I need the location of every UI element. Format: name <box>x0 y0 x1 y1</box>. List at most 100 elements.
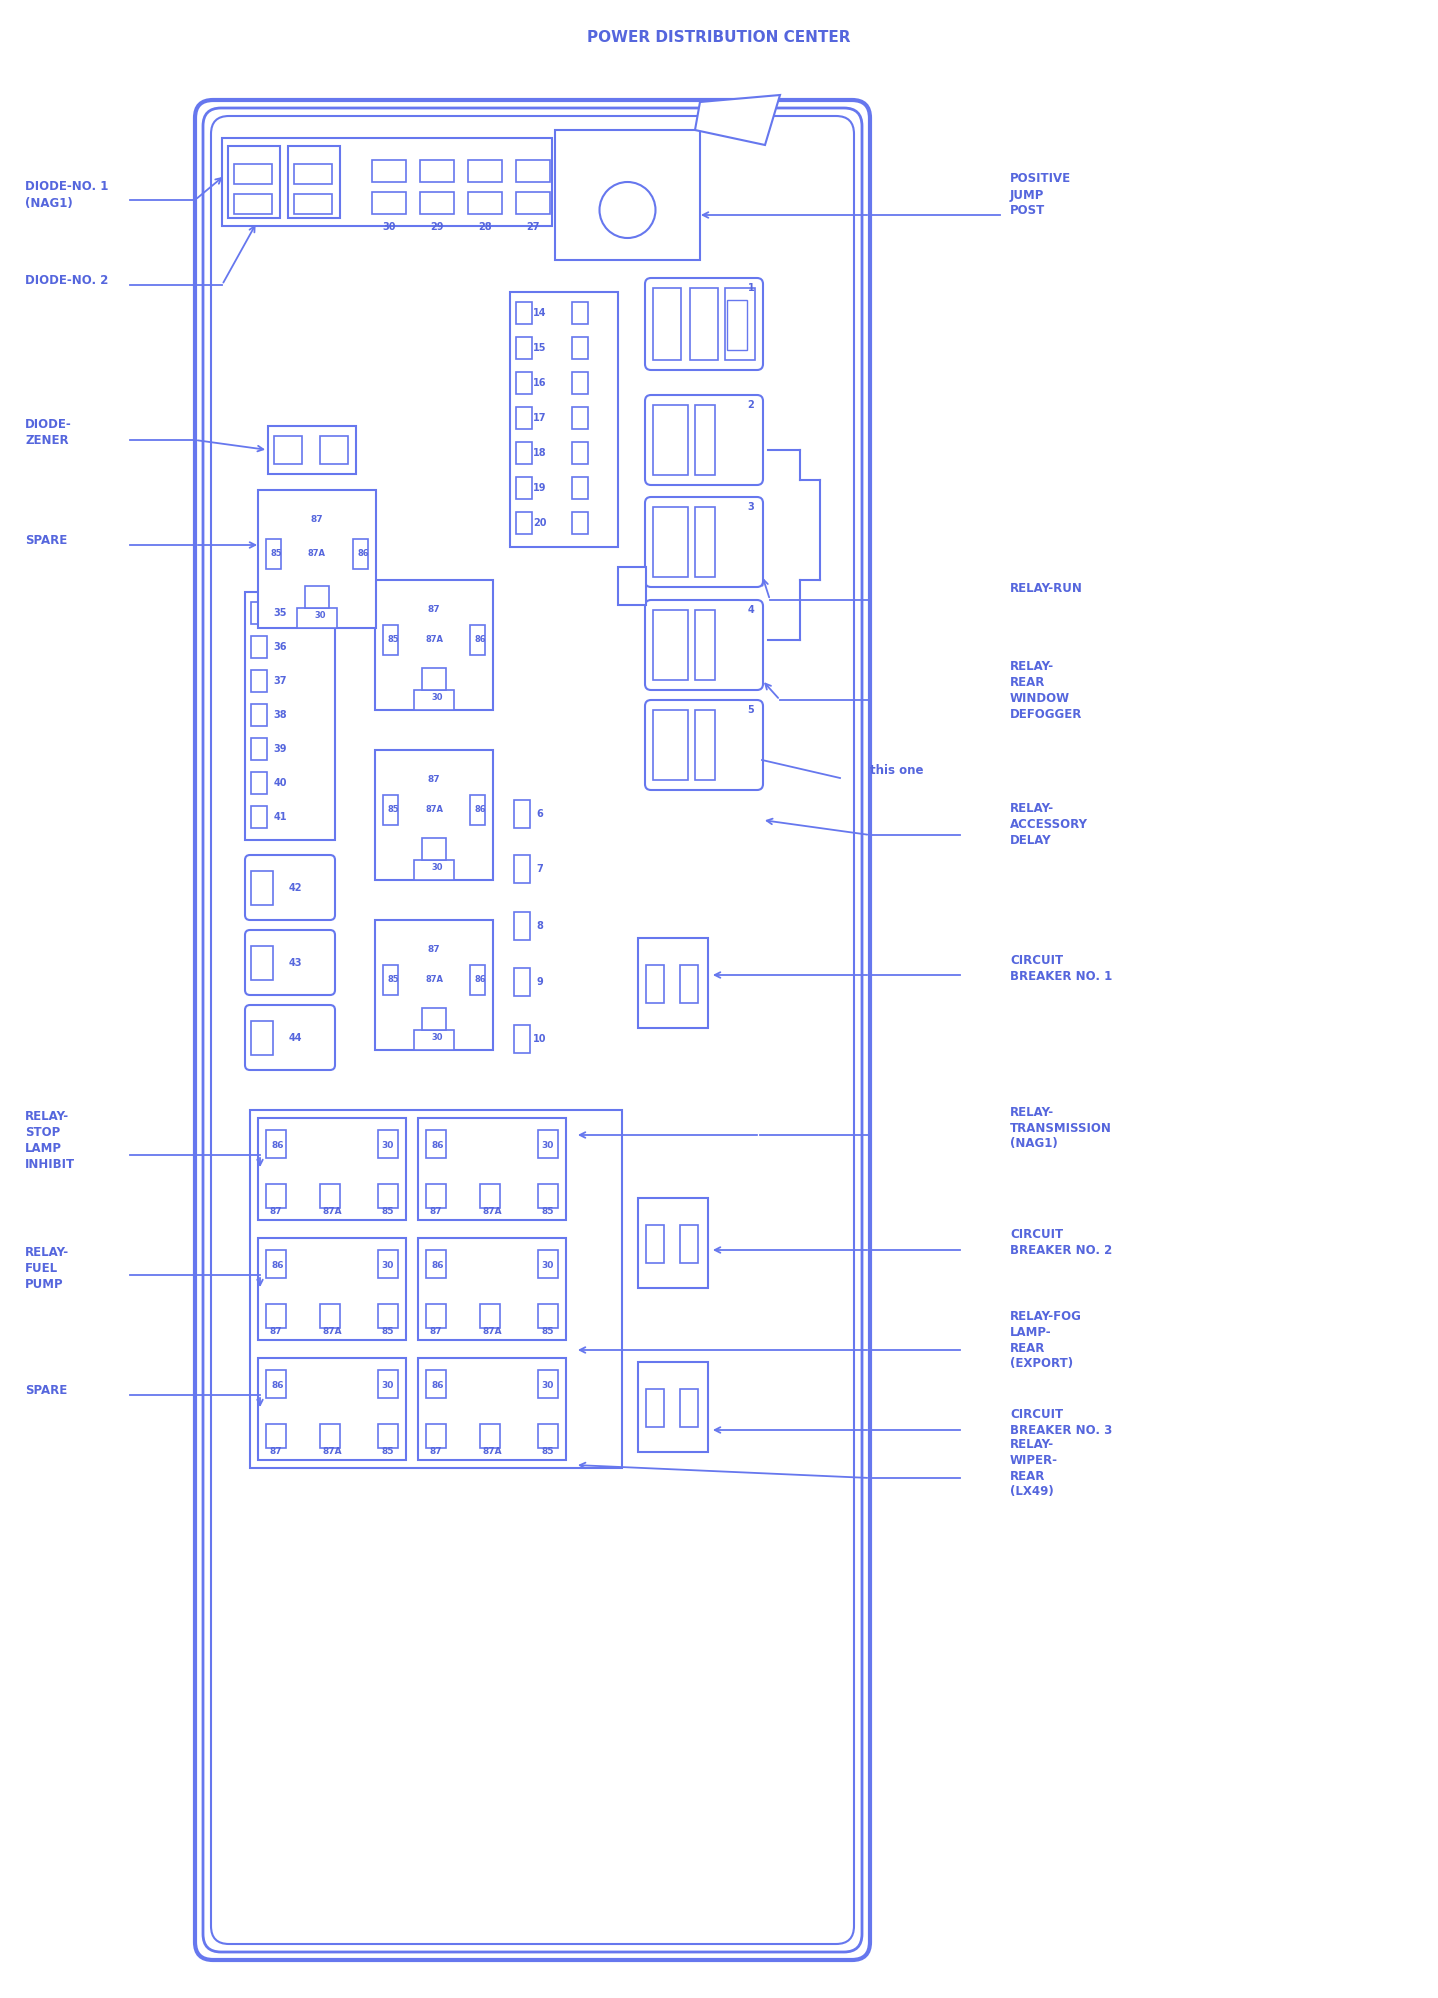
Text: CIRCUIT
BREAKER NO. 2: CIRCUIT BREAKER NO. 2 <box>1009 1227 1112 1257</box>
FancyBboxPatch shape <box>646 498 764 587</box>
Bar <box>266 1251 286 1279</box>
Text: 85: 85 <box>270 549 282 559</box>
Bar <box>695 406 715 476</box>
Bar <box>305 585 329 607</box>
Bar <box>288 146 339 218</box>
Bar <box>513 1025 531 1053</box>
Text: 30: 30 <box>383 1261 394 1271</box>
Text: 85: 85 <box>387 975 398 985</box>
Text: RELAY-
TRANSMISSION
(NAG1): RELAY- TRANSMISSION (NAG1) <box>1009 1105 1112 1151</box>
Bar <box>421 667 446 689</box>
Text: POSITIVE
JUMP
POST: POSITIVE JUMP POST <box>1009 172 1071 218</box>
Bar <box>426 1305 446 1329</box>
Polygon shape <box>695 96 779 146</box>
Bar <box>695 609 715 679</box>
Text: 86: 86 <box>272 1381 285 1391</box>
Bar <box>653 507 687 577</box>
Bar <box>572 511 588 533</box>
FancyBboxPatch shape <box>244 1005 335 1071</box>
Text: 86: 86 <box>475 635 486 645</box>
Text: 30: 30 <box>315 611 326 621</box>
Bar <box>513 855 531 883</box>
Text: 85: 85 <box>387 635 398 645</box>
FancyBboxPatch shape <box>211 116 854 1944</box>
Text: 3: 3 <box>748 501 755 511</box>
Text: 30: 30 <box>431 1033 443 1043</box>
Bar <box>470 965 485 995</box>
Text: RELAY-FOG
LAMP-
REAR
(EXPORT): RELAY-FOG LAMP- REAR (EXPORT) <box>1009 1309 1081 1371</box>
Text: DIODE-NO. 2: DIODE-NO. 2 <box>24 274 108 286</box>
Bar <box>372 192 406 214</box>
Bar <box>418 1119 567 1221</box>
Text: RELAY-RUN: RELAY-RUN <box>1009 581 1083 595</box>
Bar <box>538 1251 558 1279</box>
Text: 18: 18 <box>533 448 546 458</box>
Text: 87A: 87A <box>322 1447 342 1457</box>
Bar <box>513 911 531 939</box>
Bar <box>420 192 454 214</box>
Bar <box>555 130 700 260</box>
Text: 85: 85 <box>542 1447 554 1457</box>
Bar <box>538 1305 558 1329</box>
Bar <box>293 194 332 214</box>
Text: 35: 35 <box>273 607 286 617</box>
Bar <box>252 805 267 827</box>
Bar <box>426 1251 446 1279</box>
Bar <box>266 1305 286 1329</box>
FancyBboxPatch shape <box>244 855 335 919</box>
Bar <box>638 1199 707 1289</box>
Text: 37: 37 <box>273 675 286 685</box>
Text: this one: this one <box>870 763 923 777</box>
Bar <box>513 967 531 995</box>
Text: 87: 87 <box>430 1207 443 1217</box>
Text: 85: 85 <box>387 805 398 815</box>
Bar <box>426 1131 446 1159</box>
Bar <box>252 635 267 657</box>
Text: 39: 39 <box>273 743 286 753</box>
Text: 29: 29 <box>430 222 444 232</box>
Bar <box>516 511 532 533</box>
Text: SPARE: SPARE <box>24 1383 68 1397</box>
Text: POWER DISTRIBUTION CENTER: POWER DISTRIBUTION CENTER <box>587 30 851 46</box>
Text: 87A: 87A <box>426 975 443 985</box>
Bar <box>572 478 588 500</box>
Bar <box>375 579 493 709</box>
Text: SPARE: SPARE <box>24 533 68 547</box>
Text: 14: 14 <box>533 308 546 318</box>
Bar <box>690 288 718 360</box>
Bar <box>680 1389 697 1427</box>
Bar <box>378 1185 398 1209</box>
Bar <box>680 1225 697 1263</box>
Text: 87A: 87A <box>322 1327 342 1337</box>
Text: 6: 6 <box>536 809 544 819</box>
Text: 85: 85 <box>381 1207 394 1217</box>
Bar <box>266 539 280 569</box>
Text: 44: 44 <box>288 1033 302 1043</box>
Bar <box>695 507 715 577</box>
Text: 30: 30 <box>383 1141 394 1151</box>
Bar <box>480 1425 500 1449</box>
Text: 1: 1 <box>748 284 755 294</box>
Bar <box>516 192 549 214</box>
FancyBboxPatch shape <box>646 278 764 370</box>
Bar <box>467 192 502 214</box>
Bar <box>266 1371 286 1399</box>
Text: 4: 4 <box>748 605 755 615</box>
FancyBboxPatch shape <box>646 396 764 486</box>
Bar <box>480 1185 500 1209</box>
Bar <box>383 625 398 655</box>
Bar <box>516 302 532 324</box>
Bar <box>728 300 746 350</box>
Text: 8: 8 <box>536 921 544 931</box>
Bar <box>244 591 335 839</box>
Text: 30: 30 <box>431 863 443 873</box>
Text: 30: 30 <box>542 1381 554 1391</box>
Bar <box>375 749 493 879</box>
Bar <box>680 965 697 1003</box>
Bar <box>275 436 302 464</box>
Bar <box>252 945 273 979</box>
Bar <box>252 871 273 905</box>
Bar <box>572 338 588 360</box>
Text: 87A: 87A <box>322 1207 342 1217</box>
Bar <box>646 965 664 1003</box>
